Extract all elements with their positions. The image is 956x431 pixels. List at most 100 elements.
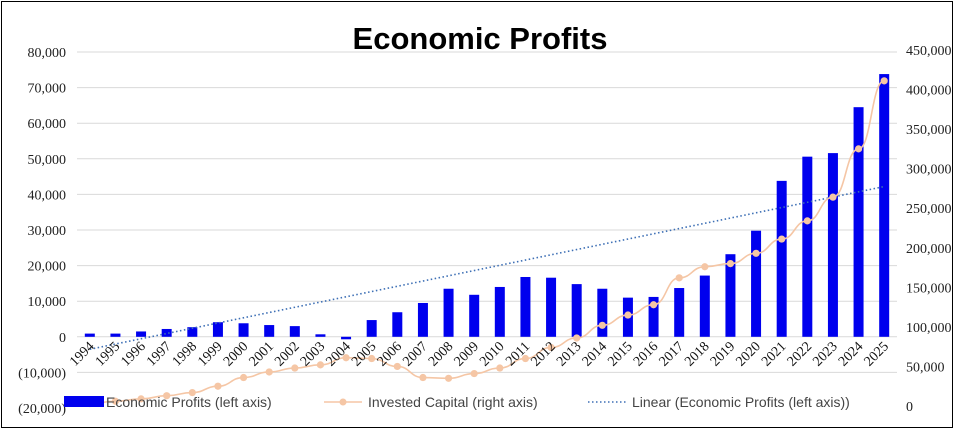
bar	[699, 275, 710, 337]
invested-capital-point	[342, 354, 350, 362]
bar	[546, 277, 557, 337]
bar	[417, 302, 428, 337]
right-axis-tick-label: 250,000	[906, 202, 952, 217]
left-axis-ticks: 80,000 70,000 60,000 50,000 40,000 30,000 20,0…	[18, 46, 66, 417]
gridlines	[77, 51, 897, 373]
invested-capital-point	[444, 374, 453, 382]
invested-capital-point	[726, 260, 735, 268]
bar	[264, 325, 275, 337]
legend-swatch-economic-profits	[64, 396, 104, 407]
x-axis-tick-label: 1994	[67, 339, 97, 369]
invested-capital-point	[214, 382, 222, 390]
x-axis-tick-label: 1996	[118, 339, 148, 369]
invested-capital-point	[393, 362, 401, 371]
x-axis-tick-label: 2020	[733, 339, 763, 369]
x-axis-tick-label: 2001	[247, 339, 277, 369]
legend-marker-invested-capital	[339, 398, 347, 406]
invested-capital-point	[316, 361, 325, 369]
trendline	[89, 185, 885, 351]
x-axis-tick-label: 2025	[862, 339, 892, 369]
x-axis-tick-label: 2013	[554, 339, 584, 369]
invested-capital-point	[573, 334, 581, 342]
x-axis-tick-label: 2008	[426, 339, 456, 369]
x-axis-tick-label: 2007	[400, 339, 430, 369]
bar	[469, 294, 480, 337]
bar	[802, 156, 813, 337]
bar	[853, 107, 864, 337]
invested-capital-point	[701, 263, 709, 271]
invested-capital-point	[419, 373, 427, 382]
x-axis-tick-label: 2014	[580, 339, 610, 369]
right-axis-ticks: 450,000 400,000 350,000 300,000 250,000 200,0…	[906, 44, 952, 415]
x-axis-tick-label: 2021	[759, 339, 789, 369]
invested-capital-point	[496, 364, 504, 372]
bar	[238, 323, 249, 337]
left-axis-tick-label: 0	[59, 331, 66, 346]
invested-capital-point	[752, 249, 760, 257]
bar	[571, 284, 582, 337]
bar	[776, 180, 787, 337]
x-axis-tick-label: 1999	[195, 339, 225, 369]
left-axis-tick-label: 70,000	[28, 82, 67, 97]
left-axis-tick-label: 20,000	[28, 260, 67, 275]
left-axis-tick-label: 10,000	[28, 295, 67, 310]
left-axis-tick-label: 30,000	[28, 224, 67, 239]
invested-capital-point	[649, 301, 658, 309]
left-axis-tick-label: (10,000)	[18, 366, 66, 381]
bar	[725, 254, 736, 337]
bar	[827, 153, 838, 337]
x-axis-tick-label: 2015	[605, 339, 635, 369]
x-axis-tick-label: 2019	[708, 339, 738, 369]
bar	[161, 328, 172, 337]
invested-capital-point	[880, 77, 888, 85]
invested-capital-point	[854, 145, 863, 153]
legend-label-invested-capital: Invested Capital (right axis)	[368, 394, 538, 410]
x-axis-tick-label: 2024	[836, 339, 866, 369]
x-axis-tick-label: 2012	[528, 339, 558, 369]
bar	[110, 333, 121, 337]
invested-capital-point	[291, 364, 299, 372]
legend-label-linear: Linear (Economic Profits (left axis))	[632, 394, 850, 410]
x-axis-tick-label: 2004	[323, 339, 353, 369]
bars-economic-profits	[84, 74, 890, 340]
left-axis-tick-label: 40,000	[28, 188, 67, 203]
bar	[648, 296, 659, 337]
invested-capital-point	[624, 311, 632, 319]
invested-capital-point	[368, 354, 376, 363]
invested-capital-point	[778, 235, 786, 243]
left-axis-tick-label: 60,000	[28, 117, 67, 132]
left-axis-tick-label: 50,000	[28, 153, 67, 168]
right-axis-tick-label: 200,000	[906, 242, 952, 257]
legend: Economic Profits (left axis) Invested Ca…	[64, 394, 850, 410]
x-axis-tick-label: 2022	[785, 339, 815, 369]
bar	[84, 333, 95, 337]
bar	[443, 288, 454, 337]
x-axis-tick-label: 2005	[349, 339, 379, 369]
invested-capital-point	[265, 368, 273, 376]
bar	[366, 320, 377, 337]
right-axis-tick-label: 400,000	[906, 84, 952, 99]
legend-label-economic-profits: Economic Profits (left axis)	[106, 394, 272, 410]
x-axis-tick-label: 2018	[682, 339, 712, 369]
invested-capital-point	[470, 369, 478, 378]
bar	[289, 326, 300, 337]
x-axis-tick-label: 2016	[631, 339, 661, 369]
right-axis-tick-label: 300,000	[906, 163, 952, 178]
bar	[751, 230, 762, 337]
invested-capital-point	[163, 392, 171, 400]
x-axis-tick-label: 2023	[810, 339, 840, 369]
bar	[187, 327, 198, 337]
x-axis-tick-label: 2009	[452, 339, 482, 369]
invested-capital-point	[137, 395, 145, 403]
x-axis-tick-label: 2000	[221, 339, 251, 369]
right-axis-tick-label: 0	[906, 400, 913, 415]
left-axis-tick-label: 80,000	[28, 46, 67, 61]
right-axis-tick-label: 450,000	[906, 44, 952, 59]
x-axis-tick-label: 1997	[144, 339, 174, 369]
bar	[494, 286, 505, 337]
right-axis-tick-label: 50,000	[906, 360, 945, 375]
invested-capital-point	[239, 373, 248, 382]
bar	[341, 336, 352, 340]
